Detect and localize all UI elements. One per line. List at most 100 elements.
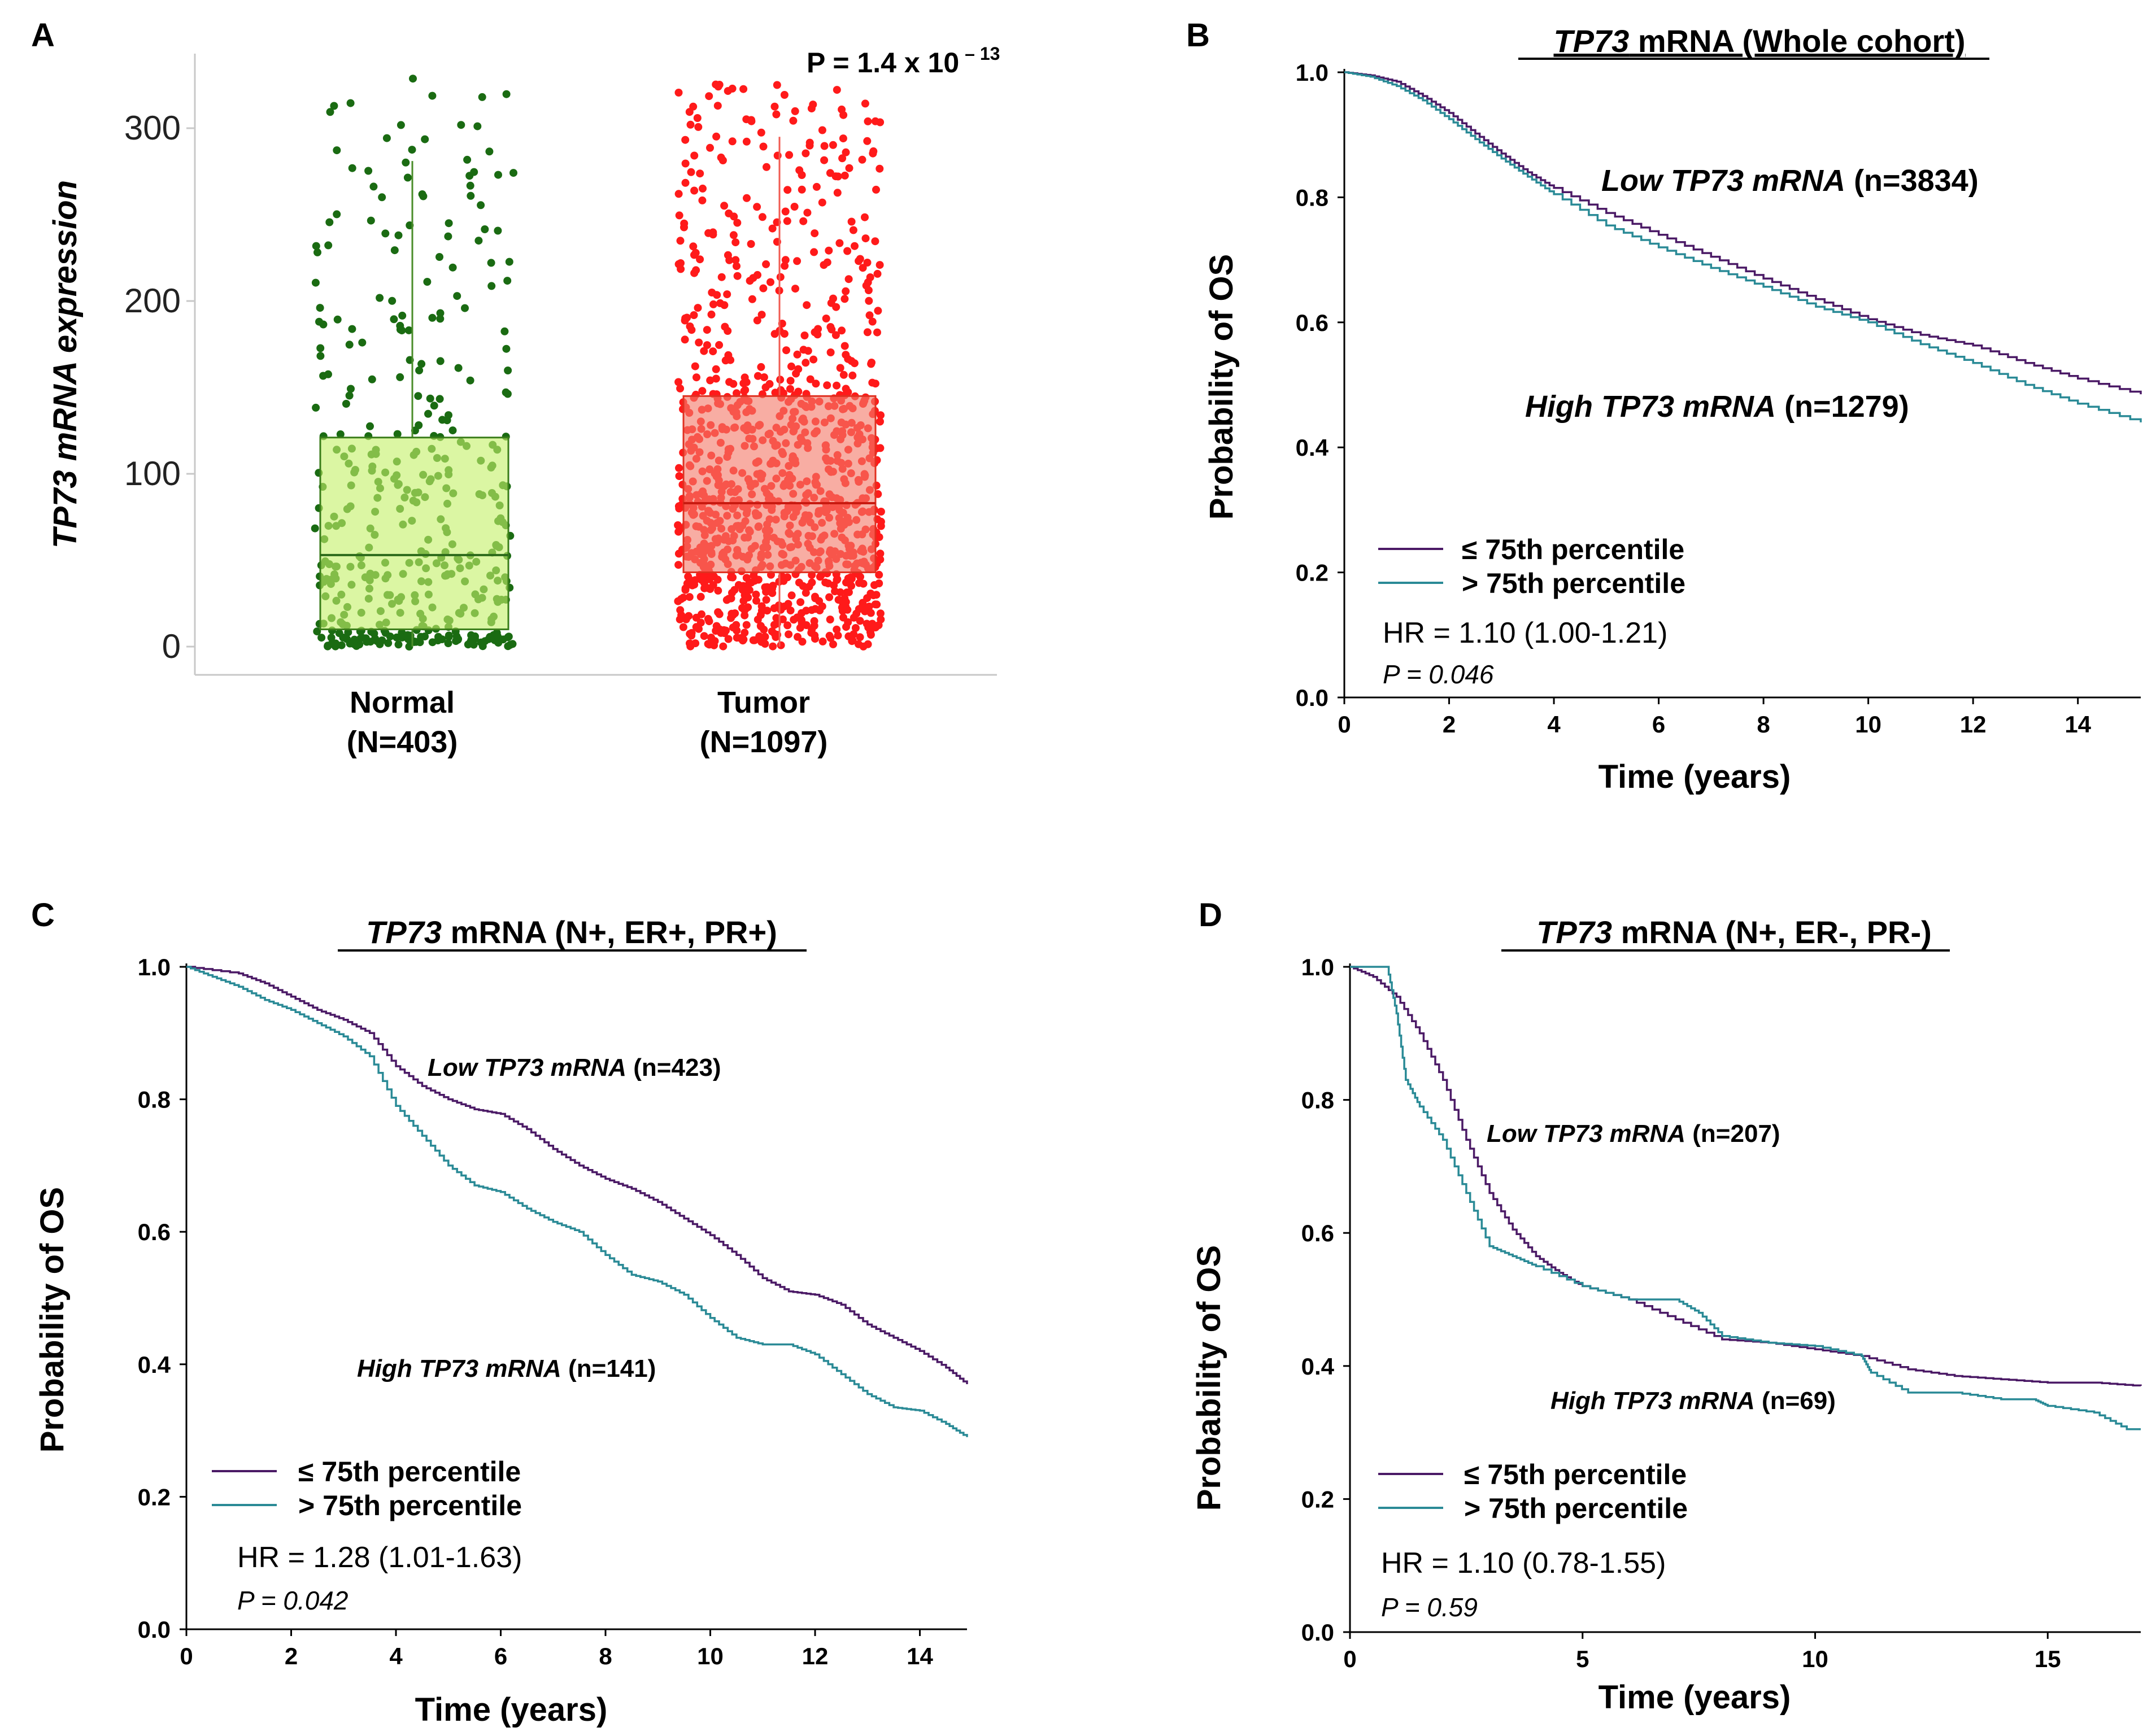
panel-d-low-annotation: Low TP73 mRNA (n=207) (1487, 1120, 1780, 1148)
panel-b-x-tick-label: 14 (2064, 711, 2091, 738)
normal-dot (326, 108, 334, 116)
tumor-dot (729, 573, 737, 582)
tumor-n-label: (N=1097) (700, 725, 828, 759)
panel-d-y-axis-title: Probability of OS (1191, 1245, 1227, 1511)
tumor-dot (749, 274, 757, 282)
panel-b-low-annotation: Low TP73 mRNA (n=3834) (1601, 164, 1979, 198)
normal-dot (358, 338, 367, 347)
tumor-dot (794, 633, 802, 641)
tumor-dot (769, 642, 777, 651)
tumor-dot (836, 364, 844, 372)
tumor-dot (694, 304, 702, 312)
tumor-dot (816, 573, 824, 581)
panel-d-title: TP73 mRNA (N+, ER-, PR-) (1536, 914, 1932, 950)
panel-b-x-tick-label: 8 (1757, 711, 1770, 738)
tumor-dot (713, 102, 722, 110)
normal-dot (333, 315, 342, 324)
tumor-dot (674, 190, 683, 198)
tumor-dot (850, 630, 858, 639)
panel-c-y-tick-label: 0.0 (138, 1616, 171, 1643)
tumor-dot (696, 618, 705, 627)
panel-d-y-tick-label: 0.8 (1301, 1087, 1334, 1114)
tumor-dot (719, 642, 728, 651)
tumor-dot (781, 261, 789, 270)
tumor-dot (777, 641, 785, 649)
tumor-dot (875, 533, 883, 542)
panel-b-legend-high: > 75th percentile (1462, 568, 1685, 599)
tumor-dot (742, 621, 751, 629)
tumor-dot (753, 616, 762, 624)
tumor-dot (743, 194, 751, 202)
panel-c-pvalue: P = 0.042 (237, 1586, 349, 1615)
tumor-dot (753, 203, 761, 211)
normal-dot (454, 635, 463, 643)
normal-dot (371, 635, 380, 643)
normal-dot (499, 635, 507, 644)
normal-dot (435, 253, 443, 261)
tumor-dot (770, 604, 778, 612)
panel-c-x-axis-title: Time (years) (415, 1691, 608, 1728)
tumor-dot (778, 615, 787, 623)
normal-dot (382, 134, 391, 142)
tumor-dot (838, 105, 846, 114)
tumor-dot (742, 574, 751, 582)
normal-dot (393, 430, 402, 438)
tumor-dot (876, 164, 884, 173)
tumor-dot (744, 594, 752, 601)
normal-dot (403, 632, 411, 640)
normal-dot (494, 226, 502, 235)
tumor-dot (876, 261, 884, 269)
tumor-dot (864, 117, 872, 125)
tumor-dot (729, 380, 738, 388)
tumor-dot (790, 616, 798, 624)
normal-dot (327, 634, 336, 642)
normal-dot (434, 636, 442, 644)
tumor-dot (864, 278, 872, 286)
panel-c-x-tick-label: 6 (494, 1643, 507, 1669)
tumor-dot (674, 378, 683, 386)
normal-dot (316, 304, 324, 312)
tumor-dot (770, 102, 779, 111)
tumor-dot (761, 640, 769, 648)
tumor-dot (785, 630, 793, 639)
normal-dot (428, 91, 437, 100)
tumor-dot (773, 81, 781, 89)
tumor-dot (747, 240, 755, 248)
tumor-dot (696, 169, 704, 178)
tumor-dot (861, 234, 870, 243)
tumor-dot (872, 591, 881, 599)
normal-dot (384, 639, 393, 647)
panel-c-x-tick-label: 8 (599, 1643, 612, 1669)
tumor-dot (727, 594, 735, 603)
tumor-dot (696, 592, 705, 601)
normal-dot (445, 631, 453, 640)
tumor-dot (783, 217, 791, 225)
normal-dot (461, 304, 469, 312)
tumor-dot (871, 237, 879, 246)
panel-c-x-tick-label: 14 (907, 1643, 933, 1669)
tumor-dot (850, 359, 859, 368)
panel-letter-c: C (31, 897, 55, 934)
tumor-dot (833, 189, 842, 197)
panel-c-hr: HR = 1.28 (1.01-1.63) (237, 1541, 522, 1574)
tumor-dot (844, 588, 853, 596)
tumor-dot (685, 593, 694, 601)
panel-b-y-tick-label: 0.4 (1296, 434, 1329, 461)
panel-letter-d: D (1199, 897, 1222, 934)
tumor-dot (810, 248, 818, 256)
normal-dot (485, 147, 494, 156)
panel-d-x-tick-label: 15 (2035, 1646, 2061, 1672)
tumor-dot (812, 182, 821, 191)
tumor-dot (865, 296, 873, 305)
tumor-dot (724, 635, 733, 643)
normal-dot (352, 642, 360, 650)
normal-dot (444, 639, 452, 647)
tumor-dot (876, 549, 885, 558)
tumor-dot (793, 257, 802, 265)
panel-letter-a: A (31, 17, 55, 54)
tumor-dot (675, 472, 683, 480)
normal-dot (436, 309, 445, 317)
tumor-dot (677, 259, 685, 267)
normal-dot (388, 296, 397, 305)
normal-dot (414, 392, 423, 400)
